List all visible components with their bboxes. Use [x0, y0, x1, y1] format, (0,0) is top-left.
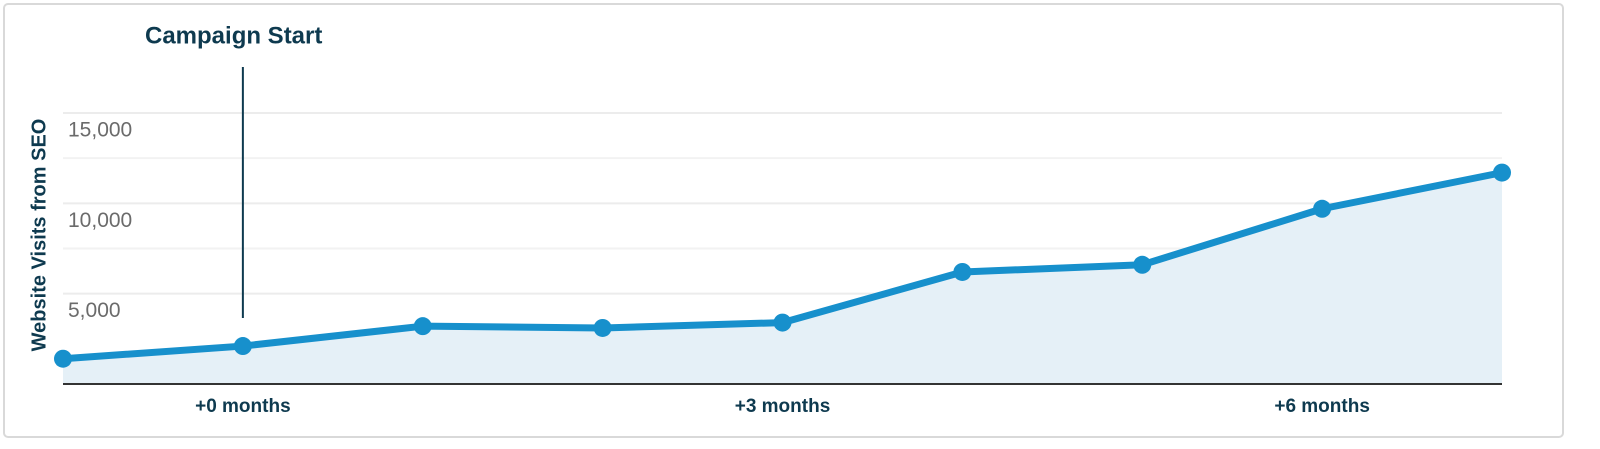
x-tick-label: +3 months [735, 396, 831, 417]
x-tick-label: +6 months [1274, 396, 1370, 417]
y-tick-label: 5,000 [68, 299, 121, 322]
point [1133, 255, 1152, 274]
point [953, 262, 972, 281]
annotation-text: Campaign Start [145, 22, 322, 49]
x-tick-label: +0 months [195, 396, 291, 417]
point [1313, 199, 1332, 218]
point [54, 349, 72, 368]
point [593, 318, 612, 337]
point [1493, 163, 1511, 182]
y-tick-label: 10,000 [68, 209, 132, 232]
y-tick-label: 15,000 [68, 119, 132, 142]
point [773, 313, 792, 332]
y-axis-label: Website Visits from SEO [28, 119, 50, 352]
point [413, 317, 432, 336]
point [233, 337, 252, 356]
